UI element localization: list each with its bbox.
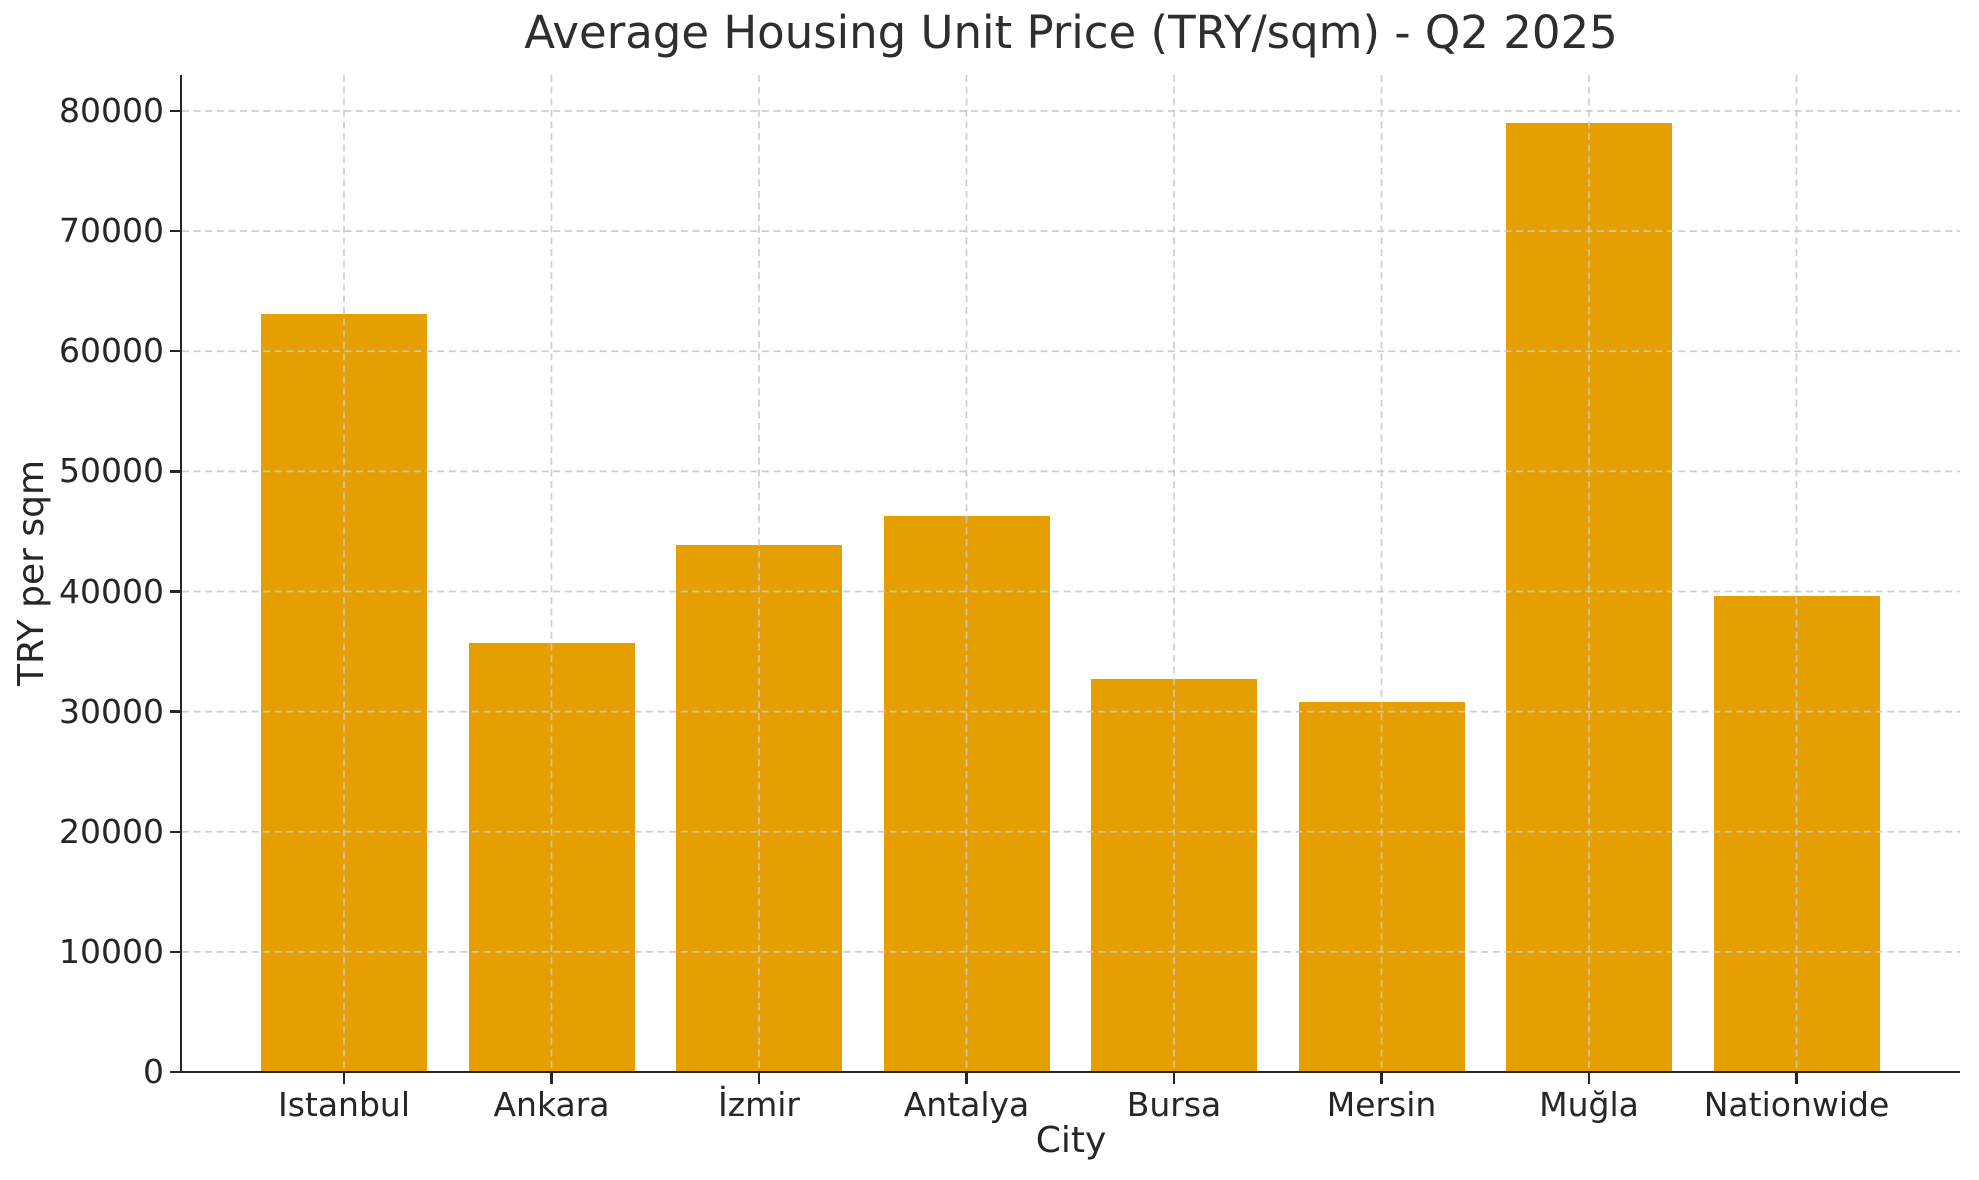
x-tick-antalya: [965, 1072, 968, 1084]
gridlines: [182, 75, 1960, 1072]
x-tick-label-ankara: Ankara: [493, 1085, 610, 1124]
x-tick-label-istanbul: Istanbul: [277, 1085, 411, 1124]
x-tick-label-mu-la: Muğla: [1539, 1085, 1639, 1124]
y-tick-20000: [170, 830, 182, 833]
y-tick-label-40000: 40000: [59, 571, 164, 611]
y-tick-50000: [170, 470, 182, 473]
x-tick-nationwide: [1795, 1072, 1798, 1084]
x-axis-spine: [179, 1070, 1960, 1074]
x-tick-mersin: [1380, 1072, 1383, 1084]
y-tick-10000: [170, 950, 182, 954]
y-tick-label-20000: 20000: [59, 811, 164, 851]
x-tick-label-mersin: Mersin: [1326, 1085, 1437, 1124]
bar-antalya: [883, 515, 1050, 1072]
x-tick-label-nationwide: Nationwide: [1703, 1085, 1890, 1124]
chart-title: Average Housing Unit Price (TRY/sqm) - Q…: [524, 6, 1618, 59]
x-tick-ankara: [550, 1072, 553, 1084]
y-tick-0: [170, 1070, 182, 1074]
y-tick-label-60000: 60000: [59, 331, 164, 371]
x-tick-istanbul: [342, 1072, 346, 1084]
x-tick-label-antalya: Antalya: [903, 1085, 1030, 1124]
y-tick-label-70000: 70000: [59, 211, 164, 251]
x-tick-i-zmir: [757, 1072, 761, 1084]
y-tick-30000: [170, 710, 182, 713]
y-tick-40000: [170, 590, 182, 593]
plot-area: [182, 75, 1960, 1072]
x-tick-mu-la: [1587, 1072, 1591, 1084]
y-tick-label-30000: 30000: [59, 691, 164, 731]
y-axis-spine: [179, 75, 183, 1072]
y-tick-80000: [170, 109, 182, 113]
y-tick-label-80000: 80000: [59, 91, 164, 131]
y-tick-60000: [170, 350, 182, 353]
y-tick-label-50000: 50000: [59, 451, 164, 491]
x-axis-label: City: [1035, 1120, 1107, 1161]
x-tick-label-i-zmir: İzmir: [718, 1085, 800, 1124]
y-tick-label-10000: 10000: [59, 931, 164, 971]
x-tick-bursa: [1172, 1072, 1176, 1084]
y-tick-70000: [170, 229, 182, 233]
x-tick-label-bursa: Bursa: [1126, 1085, 1222, 1124]
y-tick-label-0: 0: [143, 1052, 164, 1091]
